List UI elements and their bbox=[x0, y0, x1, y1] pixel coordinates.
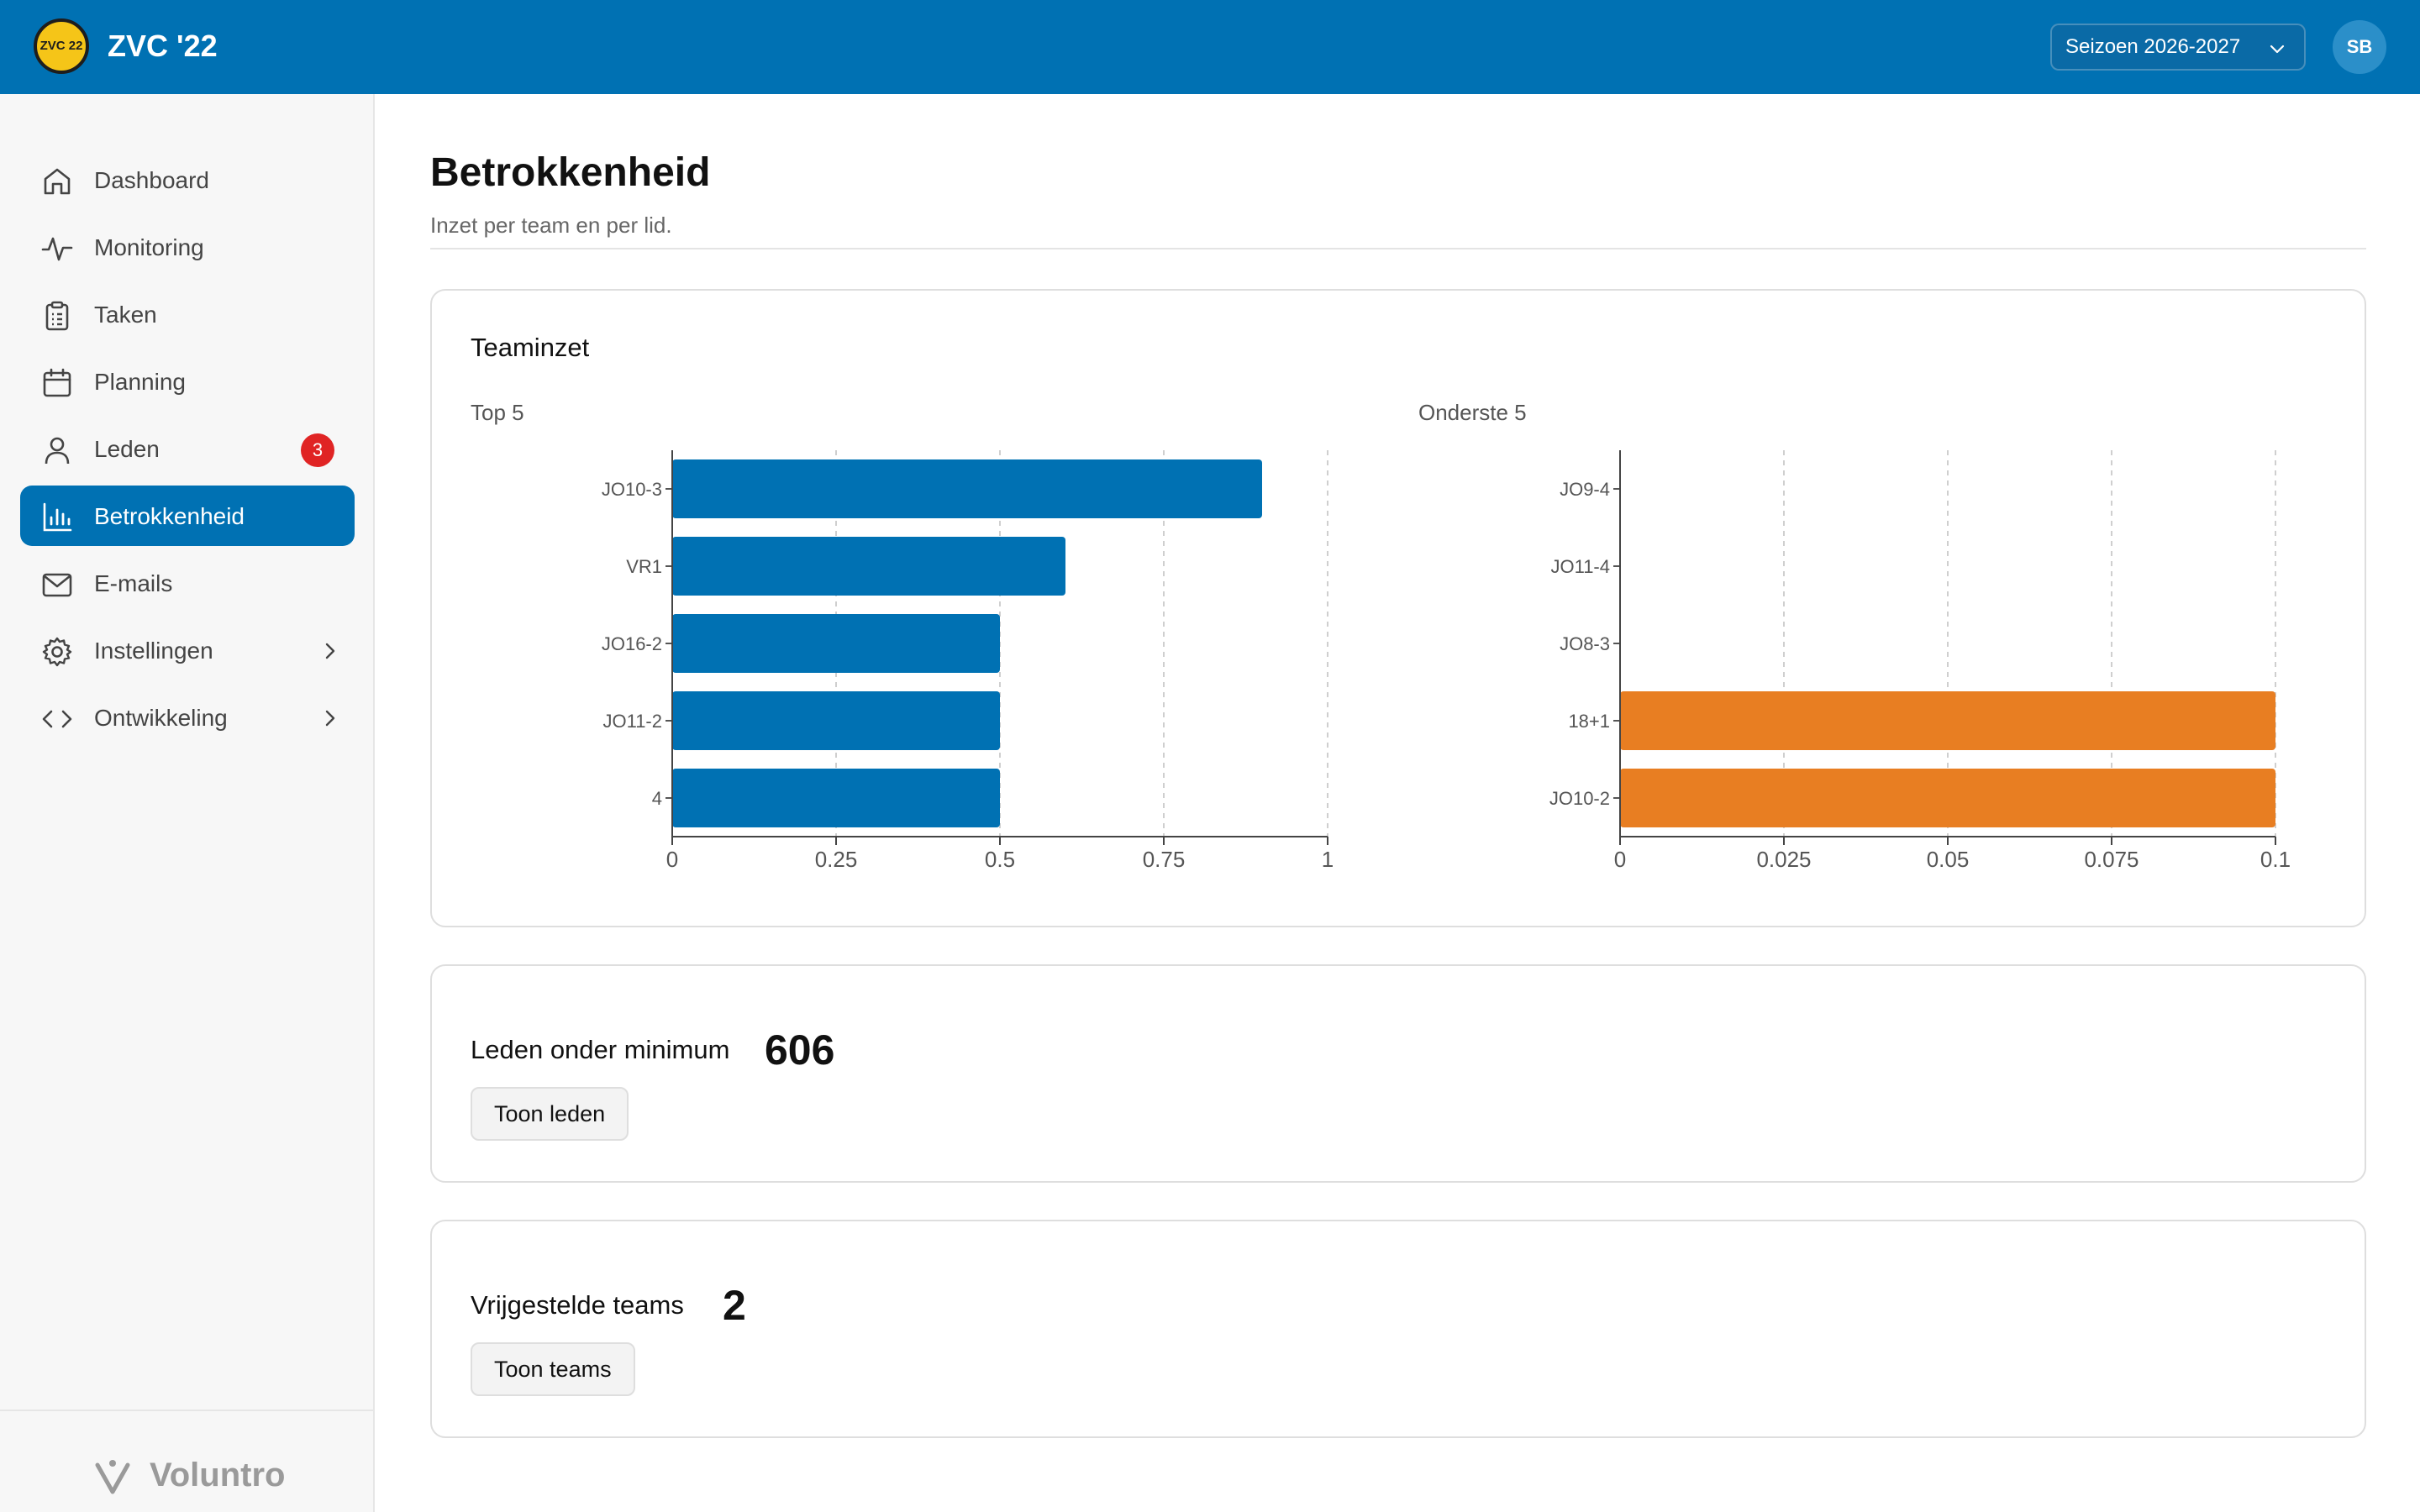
bar-JO10-2 bbox=[1620, 769, 2275, 827]
y-tick-label: JO10-2 bbox=[1549, 788, 1610, 809]
bar-JO11-2 bbox=[672, 691, 1000, 750]
x-tick-label: 0 bbox=[1614, 847, 1626, 872]
bar-VR1 bbox=[672, 537, 1065, 596]
voluntro-brand[interactable]: Voluntro bbox=[94, 1453, 296, 1495]
club-logo[interactable]: ZVC 22 bbox=[34, 18, 89, 74]
page-subtitle: Inzet per team en per lid. bbox=[430, 213, 672, 238]
sidebar-item-ontwikkeling[interactable]: Ontwikkeling bbox=[20, 687, 355, 748]
bottom5-chart-label: Onderste 5 bbox=[1418, 400, 1527, 425]
y-tick-label: JO11-4 bbox=[1550, 556, 1610, 577]
show-members-button[interactable]: Toon leden bbox=[471, 1087, 629, 1141]
x-tick-label: 1 bbox=[1322, 847, 1334, 872]
activity-icon bbox=[41, 237, 73, 261]
top5-bar-chart: JO10-3 VR1 JO16-2 JO11-2 4 0 0.25 0.5 0.75 1 bbox=[602, 450, 1334, 872]
sidebar-item-instellingen[interactable]: Instellingen bbox=[20, 620, 355, 680]
sidebar-item-monitoring[interactable]: Monitoring bbox=[20, 217, 355, 277]
x-tick-label: 0.75 bbox=[1143, 847, 1186, 872]
top-bar: ZVC 22 ZVC '22 Seizoen 2026-2027 SB bbox=[0, 0, 2420, 94]
members-below-minimum-card: Leden onder minimum 606 Toon leden bbox=[430, 964, 2366, 1183]
club-logo-text: ZVC 22 bbox=[39, 39, 83, 53]
sidebar-item-label: Betrokkenheid bbox=[94, 503, 245, 529]
exempted-teams-value: 2 bbox=[723, 1282, 746, 1329]
season-select[interactable]: Seizoen 2026-2027 bbox=[2050, 24, 2306, 71]
sidebar: Dashboard Monitoring Taken Planning Lede… bbox=[0, 94, 375, 1512]
notification-badge: 3 bbox=[301, 433, 334, 467]
user-avatar[interactable]: SB bbox=[2333, 20, 2386, 74]
chevron-right-icon bbox=[325, 710, 335, 727]
code-icon bbox=[42, 710, 72, 728]
bottom5-bar-chart: JO9-4 JO11-4 JO8-3 18+1 JO10-2 0 0.025 0.05 0.07… bbox=[1549, 450, 2291, 872]
bar-JO16-2 bbox=[672, 614, 1000, 673]
gear-icon bbox=[42, 637, 72, 667]
show-teams-button[interactable]: Toon teams bbox=[471, 1342, 635, 1396]
x-tick-label: 0.25 bbox=[815, 847, 858, 872]
app-title: ZVC '22 bbox=[108, 29, 218, 63]
clipboard-icon bbox=[45, 301, 69, 331]
sidebar-item-label: Dashboard bbox=[94, 167, 209, 193]
y-tick-label: JO11-2 bbox=[602, 711, 662, 732]
y-tick-label: JO8-3 bbox=[1560, 633, 1610, 654]
sidebar-item-dashboard[interactable]: Dashboard bbox=[20, 150, 355, 210]
top5-chart-label: Top 5 bbox=[471, 400, 524, 425]
sidebar-item-leden[interactable]: Leden 3 bbox=[20, 418, 355, 479]
x-tick-label: 0.1 bbox=[2260, 847, 2291, 872]
voluntro-brand-text: Voluntro bbox=[150, 1457, 286, 1494]
y-tick-label: JO16-2 bbox=[602, 633, 662, 654]
bar-4 bbox=[672, 769, 1000, 827]
exempted-teams-card: Vrijgestelde teams 2 Toon teams bbox=[430, 1220, 2366, 1438]
x-tick-label: 0.5 bbox=[985, 847, 1015, 872]
card-title: Teaminzet bbox=[471, 333, 590, 362]
season-select-value: Seizoen 2026-2027 bbox=[2065, 35, 2241, 58]
y-tick-label: 4 bbox=[652, 788, 662, 809]
y-tick-label: JO10-3 bbox=[602, 479, 662, 500]
chevron-right-icon bbox=[325, 643, 335, 659]
x-tick-label: 0.05 bbox=[1927, 847, 1970, 872]
x-tick-label: 0.025 bbox=[1756, 847, 1811, 872]
y-tick-label: JO9-4 bbox=[1560, 479, 1610, 500]
x-tick-label: 0.075 bbox=[2084, 847, 2139, 872]
user-icon bbox=[45, 437, 70, 465]
header-divider bbox=[430, 248, 2366, 249]
sidebar-item-label: Leden bbox=[94, 436, 160, 462]
chevron-down-icon bbox=[2270, 45, 2285, 54]
page-title: Betrokkenheid bbox=[430, 150, 711, 195]
sidebar-item-label: Planning bbox=[94, 369, 186, 395]
bar-JO10-3 bbox=[672, 459, 1262, 518]
x-tick-label: 0 bbox=[666, 847, 678, 872]
sidebar-item-betrokkenheid[interactable]: Betrokkenheid bbox=[20, 486, 355, 546]
voluntro-logo-icon bbox=[95, 1460, 130, 1494]
calendar-icon bbox=[43, 368, 71, 397]
bar-chart-icon bbox=[43, 502, 72, 532]
sidebar-item-label: Taken bbox=[94, 302, 157, 328]
exempted-teams-label: Vrijgestelde teams bbox=[471, 1290, 684, 1320]
mail-icon bbox=[42, 573, 72, 597]
sidebar-footer: Voluntro bbox=[0, 1410, 373, 1512]
sidebar-item-planning[interactable]: Planning bbox=[20, 351, 355, 412]
sidebar-item-label: E-mails bbox=[94, 570, 173, 596]
sidebar-item-label: Ontwikkeling bbox=[94, 705, 228, 731]
y-tick-label: VR1 bbox=[626, 556, 662, 577]
members-below-minimum-label: Leden onder minimum bbox=[471, 1035, 730, 1064]
home-icon bbox=[44, 168, 71, 195]
sidebar-item-label: Instellingen bbox=[94, 638, 213, 664]
sidebar-item-taken[interactable]: Taken bbox=[20, 284, 355, 344]
y-tick-label: 18+1 bbox=[1568, 711, 1610, 732]
members-below-minimum-value: 606 bbox=[765, 1026, 835, 1074]
bar-18+1 bbox=[1620, 691, 2275, 750]
sidebar-item-emails[interactable]: E-mails bbox=[20, 553, 355, 613]
team-engagement-card: Teaminzet Top 5 Onderste 5 JO10-3 VR1 JO16… bbox=[430, 289, 2366, 927]
sidebar-item-label: Monitoring bbox=[94, 234, 204, 260]
